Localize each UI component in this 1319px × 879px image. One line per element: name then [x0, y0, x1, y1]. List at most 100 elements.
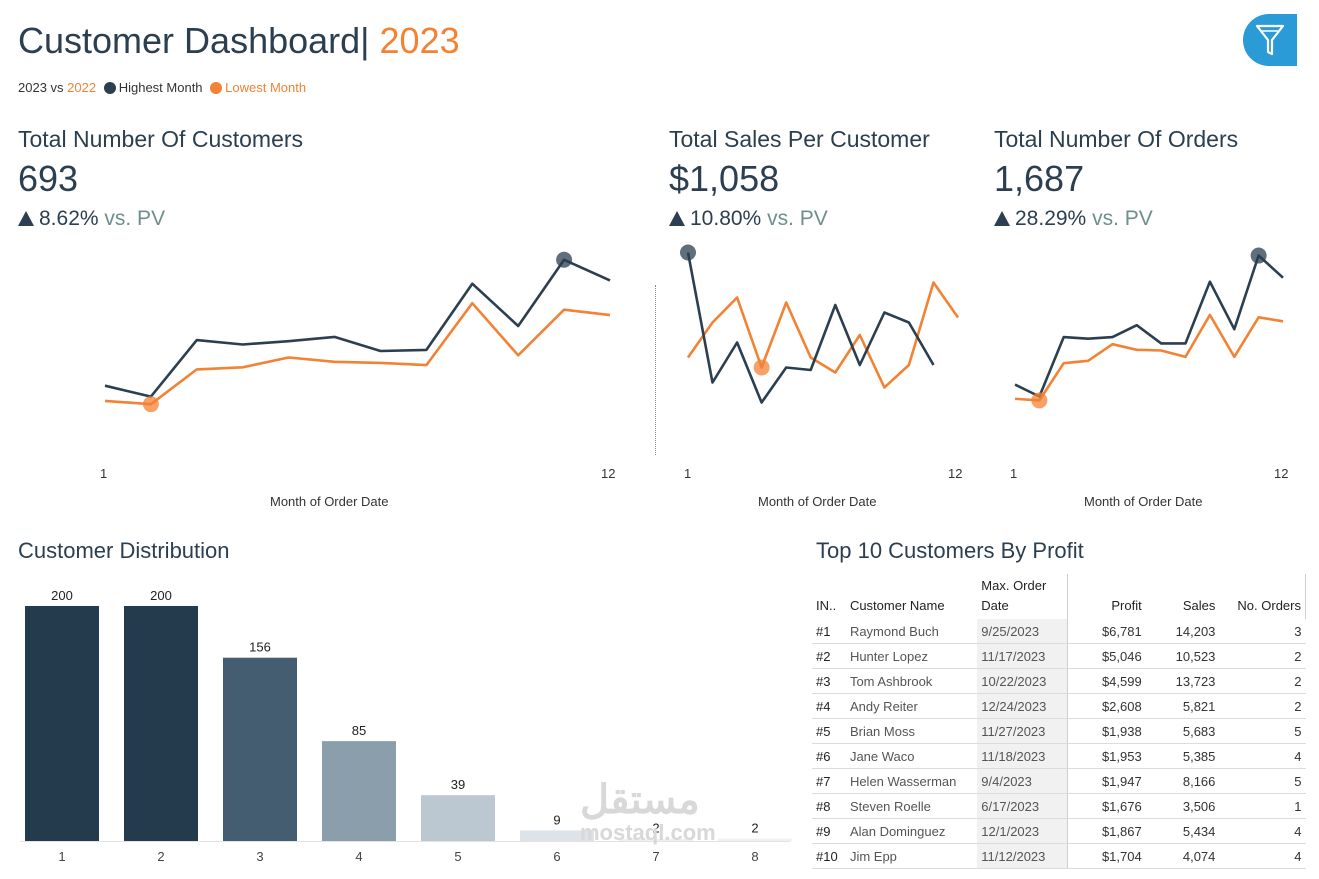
table-row[interactable]: #1 Raymond Buch 9/25/2023 $6,781 14,203 3: [812, 619, 1306, 644]
row-index: #6: [812, 743, 846, 769]
sales-cell: 13,723: [1145, 668, 1220, 694]
row-index: #2: [812, 643, 846, 669]
orders-cell: 3: [1219, 619, 1306, 644]
row-index: #5: [812, 718, 846, 744]
header-profit: Profit: [1067, 574, 1146, 619]
kpi-orders-value: 1,687: [994, 158, 1085, 199]
kpi-sales-delta-value: 10.80%: [690, 207, 762, 230]
table-row[interactable]: #7 Helen Wasserman 9/4/2023 $1,947 8,166 5: [812, 768, 1306, 794]
max-order-date-cell: 11/17/2023: [977, 643, 1068, 669]
kpi-sales-value: $1,058: [669, 158, 780, 199]
distribution-bar-6[interactable]: [520, 830, 594, 841]
sales-tick-start: 1: [684, 466, 692, 481]
max-order-date-cell: 11/12/2023: [977, 843, 1068, 869]
row-index: #10: [812, 843, 846, 869]
highest-month-dot-icon: [103, 82, 116, 94]
max-order-date-cell: 12/1/2023: [977, 818, 1068, 844]
profit-cell: $2,608: [1067, 693, 1146, 719]
orders-series-2022-line: [1014, 313, 1284, 402]
kpi-customers-delta: 8.62% vs. PV: [18, 207, 165, 231]
orders-cell: 4: [1219, 743, 1306, 769]
table-header-row: IN.. Customer Name Max. Order Date Profi…: [812, 574, 1307, 619]
orders-cell: 4: [1219, 843, 1306, 869]
profit-cell: $6,781: [1067, 619, 1146, 644]
table-row[interactable]: #4 Andy Reiter 12/24/2023 $2,608 5,821 2: [812, 693, 1306, 719]
filter-button[interactable]: [1243, 14, 1297, 66]
distribution-category-label: 1: [58, 849, 65, 864]
legend-vs: vs: [50, 80, 64, 95]
table-row[interactable]: #10 Jim Epp 11/12/2023 $1,704 4,074 4: [812, 843, 1306, 869]
legend-current-year: 2023: [18, 80, 47, 95]
legend-highest: Highest Month: [118, 80, 203, 95]
distribution-bar-1[interactable]: [25, 606, 99, 841]
profit-cell: $4,599: [1067, 668, 1146, 694]
orders-xlabel: Month of Order Date: [1084, 494, 1203, 509]
distribution-bar-8[interactable]: [718, 838, 792, 841]
kpi-sales-title: Total Sales Per Customer: [669, 126, 930, 152]
orders-lowest-month-marker[interactable]: [1031, 392, 1048, 409]
table-row[interactable]: #6 Jane Waco 11/18/2023 $1,953 5,385 4: [812, 743, 1306, 769]
legend-lowest: Lowest Month: [225, 80, 307, 95]
sales-highest-month-marker[interactable]: [680, 244, 696, 261]
customer-name-cell: Hunter Lopez: [845, 643, 978, 669]
orders-highest-month-marker[interactable]: [1250, 247, 1267, 264]
customers-highest-month-marker[interactable]: [556, 251, 573, 268]
customer-name-cell: Raymond Buch: [845, 619, 978, 644]
row-index: #1: [812, 619, 846, 644]
distribution-bar-4[interactable]: [322, 741, 396, 841]
distribution-bar-value-label: 39: [451, 777, 465, 792]
customers-series-2023-line: [104, 258, 611, 398]
orders-series-2023-line: [1014, 254, 1284, 398]
kpi-orders-delta-value: 28.29%: [1015, 207, 1087, 230]
orders-cell: 4: [1219, 818, 1306, 844]
distribution-bar-2[interactable]: [124, 606, 198, 841]
kpi-orders-delta: 28.29% vs. PV: [994, 207, 1153, 231]
distribution-bar-value-label: 156: [249, 640, 271, 655]
sales-series-2022-line: [686, 281, 960, 389]
chart-divider: [655, 285, 656, 455]
profit-cell: $1,676: [1067, 793, 1146, 819]
header-sales: Sales: [1182, 598, 1216, 613]
sales-lowest-month-marker[interactable]: [753, 359, 770, 376]
sales-cell: 10,523: [1145, 643, 1220, 669]
max-order-date-cell: 9/4/2023: [977, 768, 1068, 794]
row-index: #8: [812, 793, 846, 819]
kpi-orders-vs: vs. PV: [1092, 207, 1153, 230]
distribution-title: Customer Distribution: [18, 538, 230, 563]
customers-tick-end: 12: [601, 466, 616, 481]
customer-name-cell: Jane Waco: [845, 743, 978, 769]
distribution-bar-value-label: 200: [150, 588, 172, 603]
orders-tick-start: 1: [1010, 466, 1018, 481]
row-index: #4: [812, 693, 846, 719]
distribution-bar-3[interactable]: [223, 657, 297, 841]
profit-cell: $1,953: [1067, 743, 1146, 769]
table-row[interactable]: #9 Alan Dominguez 12/1/2023 $1,867 5,434 4: [812, 818, 1306, 844]
table-row[interactable]: #3 Tom Ashbrook 10/22/2023 $4,599 13,723 2: [812, 668, 1306, 694]
distribution-bar-5[interactable]: [421, 795, 495, 841]
top10-title: Top 10 Customers By Profit: [816, 538, 1084, 563]
sales-cell: 8,166: [1145, 768, 1220, 794]
legend-previous-year: 2022: [67, 80, 97, 95]
customer-name-cell: Brian Moss: [845, 718, 978, 744]
distribution-bar-value-label: 200: [51, 588, 73, 603]
sales-cell: 3,506: [1145, 793, 1220, 819]
profit-cell: $1,947: [1067, 768, 1146, 794]
sales-cell: 5,821: [1145, 693, 1220, 719]
customers-lowest-month-marker[interactable]: [142, 396, 159, 413]
table-row[interactable]: #8 Steven Roelle 6/17/2023 $1,676 3,506 1: [812, 793, 1306, 819]
distribution-bar-7[interactable]: [619, 838, 693, 841]
distribution-category-label: 7: [652, 849, 659, 864]
row-index: #7: [812, 768, 846, 794]
profit-cell: $1,867: [1067, 818, 1146, 844]
sales-cell: 4,074: [1145, 843, 1220, 869]
sales-cell: 5,434: [1145, 818, 1220, 844]
header-no-orders: No. Orders: [1219, 574, 1307, 619]
distribution-category-label: 8: [751, 849, 758, 864]
table-row[interactable]: #2 Hunter Lopez 11/17/2023 $5,046 10,523 2: [812, 643, 1306, 669]
page-title-text: Customer Dashboard|: [18, 20, 370, 61]
profit-cell: $1,938: [1067, 718, 1146, 744]
max-order-date-cell: 9/25/2023: [977, 619, 1068, 644]
distribution-category-label: 3: [256, 849, 263, 864]
table-row[interactable]: #5 Brian Moss 11/27/2023 $1,938 5,683 5: [812, 718, 1306, 744]
